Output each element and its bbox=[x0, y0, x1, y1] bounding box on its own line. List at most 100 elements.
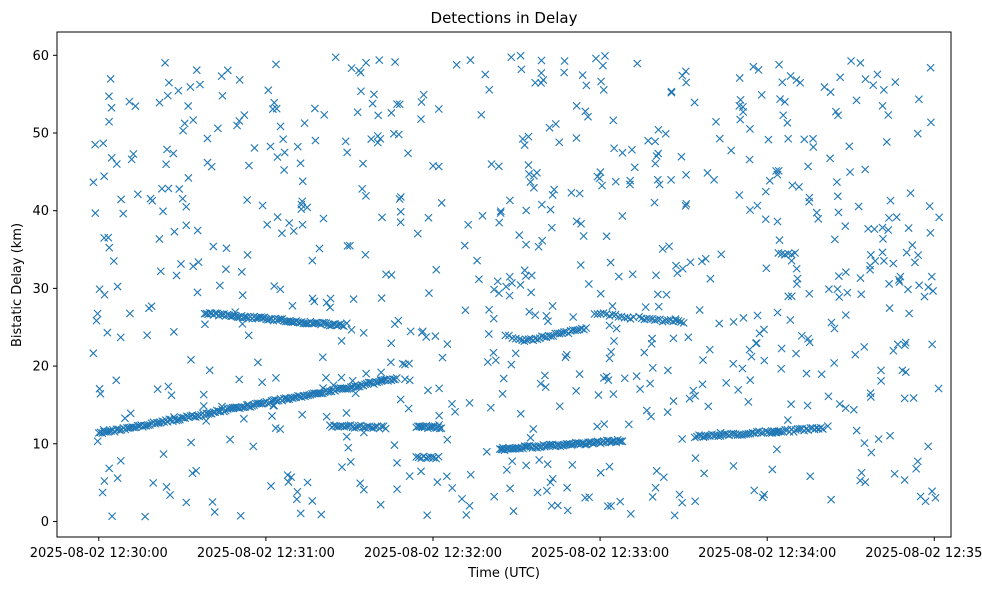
detection-marker bbox=[878, 101, 887, 110]
detection-marker bbox=[189, 116, 198, 125]
detection-marker bbox=[310, 297, 319, 306]
detection-marker bbox=[169, 149, 178, 158]
detection-marker bbox=[778, 78, 787, 87]
detection-marker bbox=[337, 336, 346, 345]
detection-marker bbox=[651, 159, 660, 168]
detection-marker bbox=[204, 409, 213, 418]
detection-marker bbox=[920, 292, 929, 301]
detection-marker bbox=[833, 285, 842, 294]
detection-marker bbox=[505, 272, 514, 281]
detection-marker bbox=[276, 425, 285, 434]
detection-marker bbox=[867, 448, 876, 457]
detection-marker bbox=[890, 469, 899, 478]
detection-marker bbox=[349, 295, 358, 304]
detection-marker bbox=[250, 143, 259, 152]
detection-marker bbox=[343, 241, 352, 250]
detection-marker bbox=[608, 302, 617, 311]
detection-marker bbox=[375, 56, 384, 65]
detection-marker bbox=[658, 244, 667, 253]
detection-marker bbox=[761, 187, 770, 196]
detection-marker bbox=[870, 225, 879, 234]
detection-marker bbox=[735, 101, 744, 110]
detection-marker bbox=[276, 122, 285, 131]
detection-marker bbox=[141, 512, 150, 521]
detection-marker bbox=[515, 335, 524, 344]
detection-marker bbox=[610, 337, 618, 345]
detection-marker bbox=[665, 242, 674, 251]
detection-marker bbox=[786, 316, 795, 324]
detection-marker bbox=[857, 468, 866, 477]
detection-marker bbox=[633, 59, 642, 68]
detection-marker bbox=[596, 468, 605, 477]
detection-marker bbox=[356, 68, 365, 77]
detection-marker bbox=[836, 73, 845, 82]
detection-marker bbox=[427, 453, 436, 462]
detection-marker bbox=[478, 211, 487, 220]
detection-marker bbox=[845, 142, 854, 151]
detection-marker bbox=[776, 95, 785, 104]
detection-marker bbox=[599, 85, 608, 94]
markers-layer bbox=[89, 51, 944, 521]
detection-marker bbox=[616, 437, 625, 446]
detection-marker bbox=[833, 192, 842, 201]
detection-marker bbox=[203, 158, 212, 167]
detection-marker bbox=[627, 145, 636, 154]
detection-marker bbox=[221, 265, 230, 274]
detection-marker bbox=[648, 492, 657, 501]
detection-marker bbox=[396, 395, 405, 404]
detection-marker bbox=[270, 98, 279, 107]
detection-marker bbox=[861, 165, 870, 174]
detection-marker bbox=[698, 380, 707, 389]
detection-marker bbox=[690, 433, 699, 442]
detection-marker bbox=[916, 492, 925, 501]
detection-marker bbox=[287, 473, 296, 482]
detection-marker bbox=[236, 511, 245, 520]
x-axis-title: Time (UTC) bbox=[467, 566, 540, 581]
detection-marker bbox=[563, 483, 572, 492]
detection-marker bbox=[691, 391, 700, 400]
detection-marker bbox=[653, 290, 662, 299]
detection-marker bbox=[491, 356, 500, 365]
detection-marker bbox=[814, 214, 823, 223]
detection-marker bbox=[322, 298, 331, 307]
detection-marker bbox=[99, 139, 108, 148]
detection-marker bbox=[852, 96, 861, 105]
detection-marker bbox=[675, 490, 684, 499]
detection-marker bbox=[401, 360, 410, 369]
detection-marker bbox=[419, 90, 428, 99]
detection-marker bbox=[98, 488, 107, 497]
detection-marker bbox=[89, 178, 98, 187]
detection-marker bbox=[746, 206, 755, 215]
detection-marker bbox=[695, 431, 704, 440]
detection-marker bbox=[288, 301, 297, 310]
detection-marker bbox=[662, 290, 671, 299]
detection-marker bbox=[802, 369, 811, 378]
detection-marker bbox=[364, 378, 373, 387]
detection-marker bbox=[432, 265, 441, 274]
detection-marker bbox=[108, 512, 117, 521]
detection-marker bbox=[205, 366, 214, 375]
detection-marker bbox=[320, 110, 329, 119]
detection-marker bbox=[596, 309, 605, 318]
detection-marker bbox=[396, 218, 405, 227]
detection-marker bbox=[910, 258, 919, 267]
detection-marker bbox=[654, 302, 663, 311]
detection-marker bbox=[376, 500, 385, 509]
detection-marker bbox=[502, 465, 511, 474]
detection-marker bbox=[626, 176, 635, 185]
detection-marker bbox=[249, 442, 258, 451]
detection-marker bbox=[322, 412, 331, 421]
detection-marker bbox=[691, 454, 700, 463]
detection-marker bbox=[300, 119, 309, 128]
detection-marker bbox=[105, 464, 114, 473]
detection-marker bbox=[395, 194, 404, 203]
detection-marker bbox=[192, 66, 201, 75]
detection-marker bbox=[342, 432, 351, 441]
detection-marker bbox=[268, 105, 277, 114]
detection-marker bbox=[235, 375, 244, 384]
detection-marker bbox=[345, 241, 354, 250]
detection-marker bbox=[169, 327, 178, 336]
detection-marker bbox=[393, 485, 402, 494]
detection-marker bbox=[889, 259, 898, 268]
detection-marker bbox=[202, 416, 211, 425]
